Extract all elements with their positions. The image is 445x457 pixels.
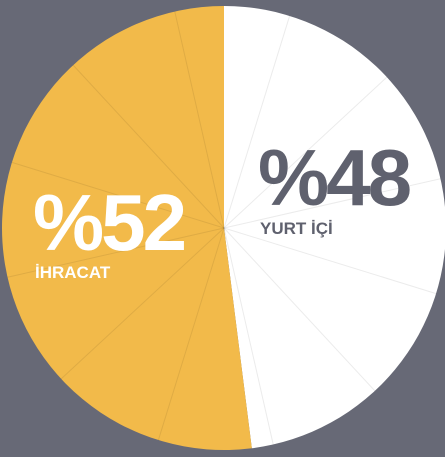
divider [223, 227, 437, 295]
divider [72, 64, 225, 229]
pie-slice [2, 6, 252, 450]
pie-slice [224, 6, 445, 449]
divider [7, 227, 225, 278]
value-label: %52 [33, 178, 185, 267]
divider [223, 178, 441, 229]
divider [223, 227, 274, 445]
divider [174, 11, 225, 229]
value-label: %48 [258, 133, 411, 222]
category-label: İHRACAT [35, 263, 111, 282]
dividers [7, 11, 441, 445]
divider [223, 15, 291, 229]
pie [2, 6, 445, 450]
divider [223, 227, 376, 392]
divider [11, 161, 225, 229]
divider [157, 227, 225, 441]
category-label: YURT İÇİ [260, 219, 333, 238]
divider [60, 227, 225, 380]
divider [223, 76, 388, 229]
